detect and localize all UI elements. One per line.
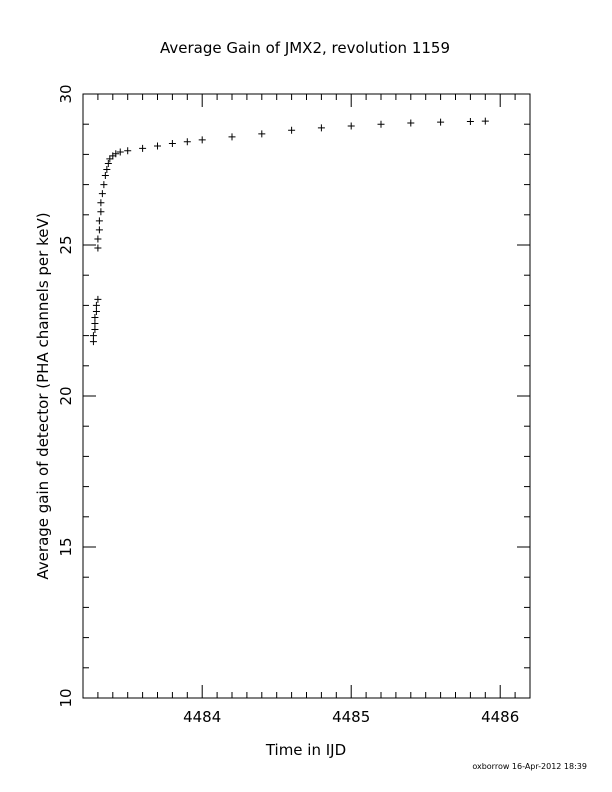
data-point [89,338,97,346]
y-axis-label: Average gain of detector (PHA channels p… [34,212,52,579]
data-point [95,226,103,234]
data-point [94,244,102,252]
data-point [101,172,109,180]
data-point [228,133,236,141]
data-point [91,320,99,328]
x-tick-label: 4486 [481,708,519,726]
footer-stamp: oxborrow 16-Apr-2012 18:39 [472,762,587,771]
y-tick-label: 25 [57,235,75,254]
data-point [377,120,385,128]
data-point [91,326,99,334]
data-point [98,190,106,198]
y-tick-label: 10 [57,688,75,707]
data-point [124,147,132,155]
plot-frame [82,93,531,699]
data-point [466,117,474,125]
data-point [100,181,108,189]
data-point [94,235,102,243]
data-point [407,119,415,127]
data-point [183,138,191,146]
data-point [116,148,124,156]
data-point [97,199,105,207]
data-point [139,144,147,152]
data-point [198,136,206,144]
data-point [97,208,105,216]
data-point [91,313,99,321]
x-tick-label: 4484 [183,708,221,726]
data-point [154,142,161,150]
data-point [437,118,445,126]
axis-tick-labels: 4484 4485 4486 10 15 20 25 30 [57,84,519,726]
data-point [104,159,112,167]
data-points [89,117,489,346]
data-point [94,295,102,303]
data-point [258,130,266,138]
data-point [481,117,489,125]
data-point [92,301,100,309]
data-point [347,122,355,130]
y-tick-label: 20 [57,386,75,405]
data-point [288,126,296,134]
data-point [112,150,120,158]
y-tick-label: 15 [57,537,75,556]
data-point [103,166,111,173]
data-point [317,124,325,132]
data-point [95,217,103,225]
axis-ticks [82,93,531,699]
x-tick-label: 4485 [332,708,370,726]
data-point [106,155,114,163]
y-tick-label: 30 [57,84,75,103]
chart-title: Average Gain of JMX2, revolution 1159 [160,39,450,57]
data-point [89,332,97,340]
x-axis-label: Time in IJD [265,741,346,759]
data-point [168,140,176,148]
data-point [92,307,100,315]
